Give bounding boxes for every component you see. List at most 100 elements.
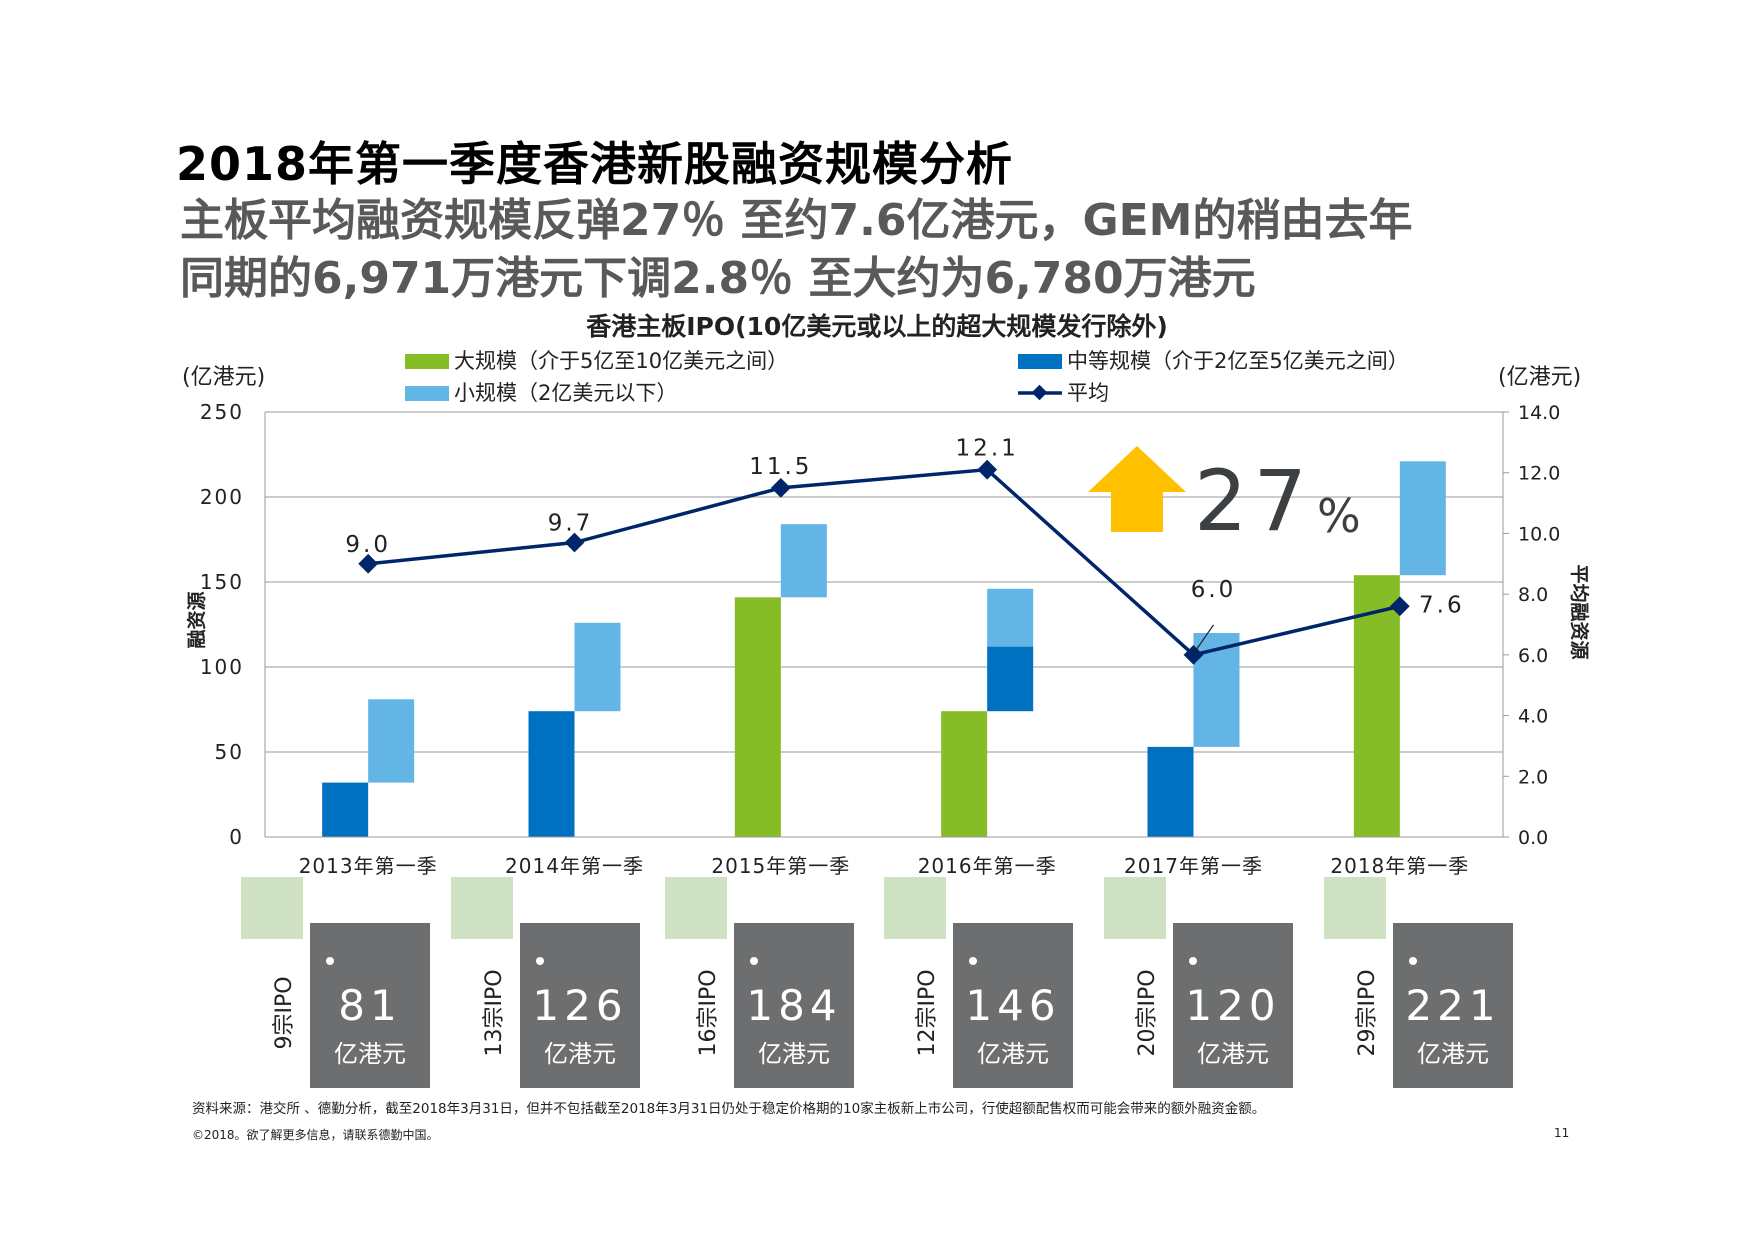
box-accent bbox=[884, 877, 946, 939]
total-box: 126 亿港元 bbox=[520, 923, 640, 1088]
subtitle-line-2: 同期的6,971万港元下调2.8％ 至大约为6,780万港元 bbox=[180, 253, 1256, 304]
average-point bbox=[564, 532, 585, 553]
y2-tick-label: 10.0 bbox=[1518, 523, 1560, 545]
deal-count-label: 29宗IPO bbox=[1355, 969, 1380, 1057]
total-value: 126 bbox=[532, 981, 628, 1030]
bullet-dot bbox=[536, 957, 544, 965]
legend-label: 大规模（介于5亿至10亿美元之间） bbox=[454, 349, 788, 373]
legend-label: 平均 bbox=[1067, 381, 1109, 405]
legend-swatch-large bbox=[405, 354, 449, 369]
box-accent bbox=[1324, 877, 1386, 939]
deal-count: 12宗IPO bbox=[903, 938, 947, 1088]
deal-count: 20宗IPO bbox=[1123, 938, 1167, 1088]
average-point bbox=[1389, 596, 1410, 617]
average-point bbox=[770, 477, 791, 498]
total-box: 146 亿港元 bbox=[953, 923, 1073, 1088]
bullet-dot bbox=[1409, 957, 1417, 965]
legend-marker-average bbox=[1031, 384, 1048, 401]
bar-large bbox=[941, 711, 988, 837]
bar-medium bbox=[1147, 746, 1194, 837]
legend-label: 中等规模（介于2亿至5亿美元之间） bbox=[1067, 349, 1409, 373]
chart-grid bbox=[265, 411, 1503, 753]
y-tick-label: 0 bbox=[229, 825, 244, 849]
y2-tick-label: 6.0 bbox=[1518, 645, 1548, 667]
bullet-dot bbox=[326, 957, 334, 965]
average-point bbox=[977, 459, 998, 480]
x-tick-label: 2018年第一季 bbox=[1330, 854, 1469, 878]
bar-large bbox=[734, 597, 781, 837]
y2-tick-label: 2.0 bbox=[1518, 766, 1548, 788]
total-unit: 亿港元 bbox=[1197, 1040, 1269, 1068]
average-label: 11.5 bbox=[749, 454, 812, 480]
y2-tick-label: 4.0 bbox=[1518, 706, 1548, 728]
page-number: 11 bbox=[1554, 1126, 1570, 1140]
y2-tick-label: 14.0 bbox=[1518, 402, 1560, 424]
deal-count: 29宗IPO bbox=[1343, 938, 1387, 1088]
average-label: 9.0 bbox=[345, 532, 391, 558]
y2-unit: (亿港元) bbox=[1498, 365, 1581, 390]
bullet-dot bbox=[750, 957, 758, 965]
deal-count-label: 9宗IPO bbox=[272, 976, 297, 1050]
average-label: 9.7 bbox=[548, 511, 594, 537]
bar-small bbox=[987, 588, 1034, 647]
bar-medium bbox=[528, 711, 575, 837]
page-subtitle: 主板平均融资规模反弹27％ 至约7.6亿港元，GEM的稍由去年 同期的6,971… bbox=[180, 192, 1412, 308]
deal-count-label: 12宗IPO bbox=[915, 969, 940, 1057]
bar-small bbox=[780, 524, 827, 598]
total-value: 120 bbox=[1185, 981, 1281, 1030]
source-note: 资料来源：港交所 、德勤分析，截至2018年3月31日，但并不包括截至2018年… bbox=[192, 1101, 1266, 1117]
ipo-chart: 0 50 100 150 200 250 0.0 2.0 4.0 6.0 8.0 10.0 12.0 14… bbox=[182, 349, 1591, 878]
average-line bbox=[367, 467, 1401, 657]
x-tick-label: 2016年第一季 bbox=[918, 854, 1057, 878]
legend-swatch-medium bbox=[1018, 354, 1062, 369]
y-axis-label: 融资源 bbox=[185, 591, 208, 648]
deal-count: 9宗IPO bbox=[260, 938, 304, 1088]
deal-count: 13宗IPO bbox=[470, 938, 514, 1088]
bar-medium bbox=[987, 646, 1034, 712]
page-title: 2018年第一季度香港新股融资规模分析 bbox=[176, 137, 1014, 191]
average-line-group: 9.0 9.7 11.5 12.1 6.0 7.6 bbox=[345, 436, 1462, 665]
bar-small bbox=[574, 622, 621, 712]
subtitle-line-1: 主板平均融资规模反弹27％ 至约7.6亿港元，GEM的稍由去年 bbox=[180, 195, 1413, 246]
average-label: 6.0 bbox=[1191, 577, 1237, 603]
box-accent bbox=[451, 877, 513, 939]
box-accent bbox=[665, 877, 727, 939]
bar-medium bbox=[322, 782, 369, 837]
total-unit: 亿港元 bbox=[544, 1040, 616, 1068]
total-value: 221 bbox=[1405, 981, 1501, 1030]
average-label: 12.1 bbox=[956, 436, 1019, 462]
x-tick-label: 2015年第一季 bbox=[711, 854, 850, 878]
y2-axis-label: 平均融资源 bbox=[1568, 564, 1591, 659]
deal-count-label: 13宗IPO bbox=[482, 969, 507, 1057]
legend-swatch-small bbox=[405, 386, 449, 401]
chart-bars bbox=[322, 461, 1446, 837]
growth-percent: % bbox=[1317, 489, 1361, 543]
chart-title: 香港主板IPO(10亿美元或以上的超大规模发行除外) bbox=[586, 312, 1168, 341]
legend-label: 小规模（2亿美元以下） bbox=[454, 381, 677, 405]
total-box: 184 亿港元 bbox=[734, 923, 854, 1088]
bar-small bbox=[1399, 461, 1446, 576]
deal-count: 16宗IPO bbox=[684, 938, 728, 1088]
y-tick-label: 150 bbox=[200, 570, 244, 594]
x-tick-label: 2013年第一季 bbox=[299, 854, 438, 878]
total-value: 146 bbox=[965, 981, 1061, 1030]
y-tick-label: 200 bbox=[200, 485, 244, 509]
bullet-dot bbox=[969, 957, 977, 965]
average-point bbox=[358, 553, 379, 574]
total-box: 221 亿港元 bbox=[1393, 923, 1513, 1088]
chart-axes: 0 50 100 150 200 250 0.0 2.0 4.0 6.0 8.0 10.0 12.0 14… bbox=[182, 365, 1591, 878]
total-value: 81 bbox=[338, 981, 402, 1030]
chart-legend: 大规模（介于5亿至10亿美元之间） 小规模（2亿美元以下） 中等规模（介于2亿至5亿… bbox=[405, 349, 1409, 405]
y-tick-label: 100 bbox=[200, 655, 244, 679]
y-tick-label: 50 bbox=[215, 740, 244, 764]
box-accent bbox=[241, 877, 303, 939]
up-arrow-icon bbox=[1088, 446, 1186, 532]
growth-number: 27 bbox=[1194, 452, 1313, 550]
average-leader bbox=[1195, 624, 1214, 652]
total-box: 120 亿港元 bbox=[1173, 923, 1293, 1088]
box-accent bbox=[1104, 877, 1166, 939]
total-unit: 亿港元 bbox=[977, 1040, 1049, 1068]
y-unit: (亿港元) bbox=[182, 365, 265, 390]
deal-count-label: 16宗IPO bbox=[696, 969, 721, 1057]
bullet-dot bbox=[1189, 957, 1197, 965]
